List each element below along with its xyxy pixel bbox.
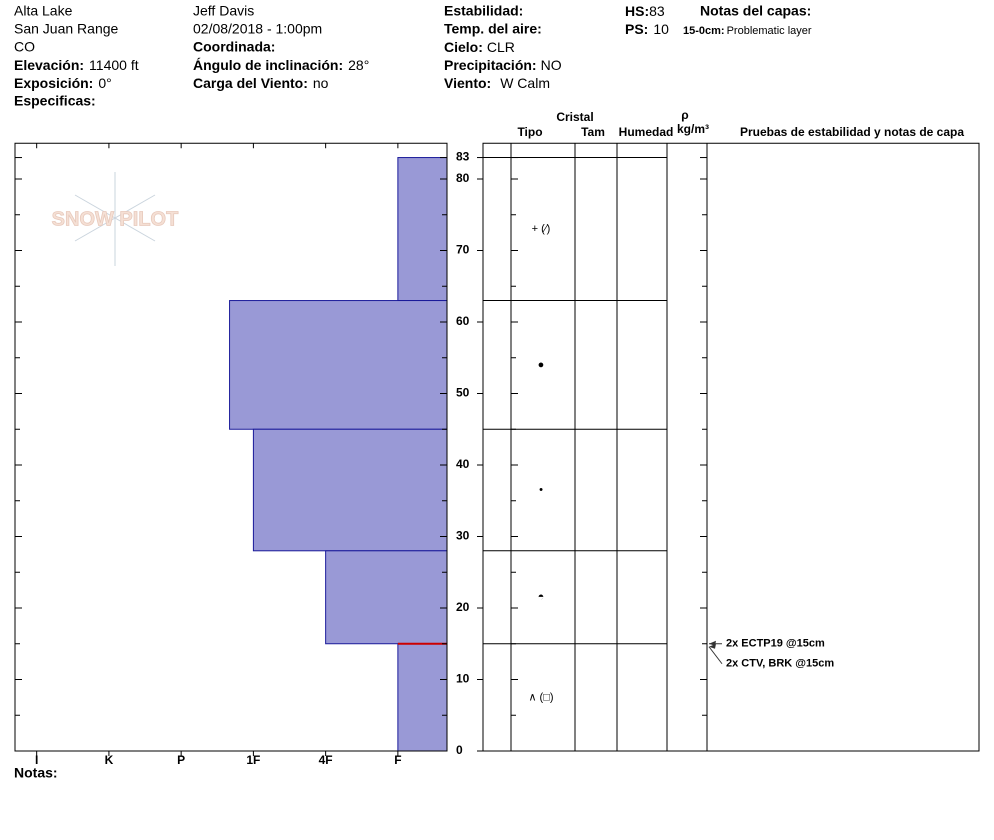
label: Cielo:: [444, 39, 483, 55]
hardness-bar: [229, 300, 448, 430]
ps: PS: 10: [625, 21, 669, 37]
value: 0°: [98, 75, 111, 91]
moisture: Humedad: [619, 125, 674, 139]
y-tick-label: 70: [456, 243, 470, 257]
y-tick-label: 0: [456, 743, 463, 757]
label: PS:: [625, 21, 648, 37]
location: Alta Lake: [14, 3, 73, 19]
value: 11400 ft: [89, 57, 139, 73]
elevation: Elevación: 11400 ft: [14, 57, 139, 73]
hardness-bar: [397, 643, 448, 752]
x-tick-label: 1F: [246, 753, 260, 767]
label: Ángulo de inclinación:: [193, 57, 343, 73]
value: W Calm: [500, 75, 550, 91]
y-tick-label: 50: [456, 386, 470, 400]
grain-type: + (⁄): [532, 223, 551, 235]
label: HS:: [625, 3, 649, 19]
value: 28°: [348, 57, 369, 73]
logo: SNOW PILOT: [51, 172, 179, 266]
hs: HS:83: [625, 3, 665, 19]
logo-text: SNOW PILOT: [52, 208, 179, 230]
coordinates-label: Coordinada:: [193, 39, 275, 55]
precipitation: Precipitación: NO: [444, 57, 562, 73]
specifics-label: Especificas:: [14, 93, 96, 109]
y-tick-label: 40: [456, 457, 470, 471]
y-tick-label: 30: [456, 529, 470, 543]
grain-type: •: [539, 484, 543, 496]
test-arrow: [708, 646, 723, 665]
y-tick-label: 20: [456, 600, 470, 614]
value: CLR: [487, 39, 515, 55]
aspect: Exposición: 0°: [14, 75, 112, 91]
grain-type: ∧ (□): [528, 691, 553, 703]
label: Viento:: [444, 75, 491, 91]
y-tick-label: 83: [456, 150, 470, 164]
hardness-bar: [252, 428, 448, 552]
value: no: [313, 75, 329, 91]
range: 15-0cm:: [683, 25, 725, 37]
observer: Jeff Davis: [193, 3, 254, 19]
note: Problematic layer: [727, 25, 812, 37]
crystal: Cristal: [556, 110, 593, 124]
value: 10: [653, 21, 669, 37]
slope: Ángulo de inclinación: 28°: [193, 57, 369, 73]
hardness-bar: [325, 550, 448, 645]
range: San Juan Range: [14, 21, 119, 37]
datetime: 02/08/2018 - 1:00pm: [193, 21, 322, 37]
test-label: 2x ECTP19 @15cm: [726, 638, 825, 650]
layer-notes-label: Notas del capas:: [700, 3, 811, 19]
x-tick-label: P: [177, 753, 185, 767]
y-tick-label: 60: [456, 314, 470, 328]
x-tick-label: K: [105, 753, 114, 767]
table-header: Cristal Tipo Tam Humedad ρ kg/m³ Pruebas…: [517, 108, 964, 139]
wind: Viento: W Calm: [444, 75, 550, 91]
rho: ρ: [681, 108, 688, 122]
notes-label: Notas:: [14, 765, 58, 781]
value: 83: [649, 3, 665, 19]
grain-type: ◓: [538, 591, 545, 603]
test-label: 2x CTV, BRK @15cm: [726, 658, 834, 670]
stability-label: Estabilidad:: [444, 3, 523, 19]
type: Tipo: [517, 125, 542, 139]
value: NO: [541, 57, 562, 73]
y-tick-label: 10: [456, 672, 470, 686]
hardness-bar: [397, 157, 448, 302]
x-tick-label: F: [394, 753, 401, 767]
tests: Pruebas de estabilidad y notas de capa: [740, 125, 964, 139]
table-frame: [482, 142, 980, 752]
arrow-head: [709, 643, 716, 649]
x-tick-label: 4F: [319, 753, 333, 767]
state: CO: [14, 39, 35, 55]
y-tick-label: 80: [456, 171, 470, 185]
profile-frame: [14, 142, 448, 752]
sky: Cielo: CLR: [444, 39, 515, 55]
header: Alta Lake San Juan Range CO Elevación: 11…: [14, 3, 812, 109]
air-temp-label: Temp. del aire:: [444, 21, 542, 37]
label: Carga del Viento:: [193, 75, 308, 91]
label: Exposición:: [14, 75, 93, 91]
grain-type: ●: [538, 359, 545, 371]
layer-note: 15-0cm: Problematic layer: [683, 25, 812, 37]
wind-loading: Carga del Viento: no: [193, 75, 329, 91]
density-unit: kg/m³: [677, 122, 709, 136]
label: Precipitación:: [444, 57, 537, 73]
snowflake: [74, 172, 156, 266]
label: Elevación:: [14, 57, 84, 73]
size: Tam: [581, 125, 605, 139]
x-tick-label: I: [35, 753, 38, 767]
